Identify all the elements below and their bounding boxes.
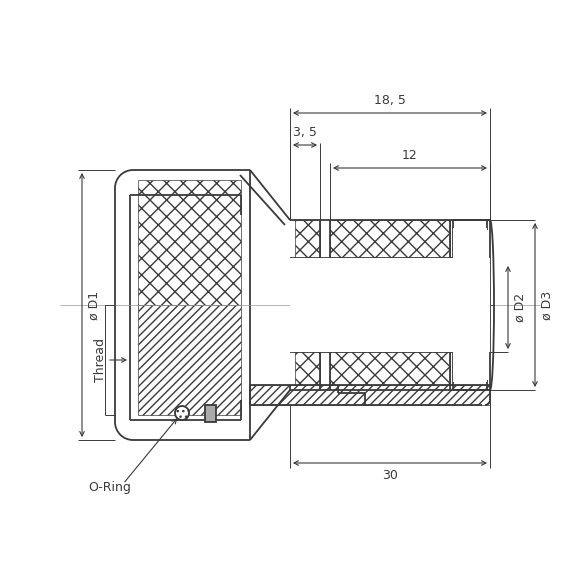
Text: 18, 5: 18, 5 (374, 94, 406, 107)
Text: ø D2: ø D2 (514, 293, 527, 322)
Bar (330, 220, 450, 390)
Text: O-Ring: O-Ring (88, 481, 131, 494)
Text: 3, 5: 3, 5 (293, 126, 317, 139)
Bar (290, 258, 490, 352)
Text: ø D3: ø D3 (541, 290, 554, 320)
Bar (250, 385, 490, 405)
Bar (124, 170, 250, 440)
Bar (138, 180, 241, 305)
Bar (138, 305, 241, 415)
Text: ø D1: ø D1 (88, 290, 101, 320)
Text: Thread: Thread (94, 338, 107, 382)
Circle shape (175, 406, 189, 420)
Bar (295, 220, 320, 390)
Text: 30: 30 (382, 469, 398, 482)
Bar (453, 228, 487, 382)
Bar (205, 405, 216, 422)
Text: 12: 12 (402, 149, 418, 162)
